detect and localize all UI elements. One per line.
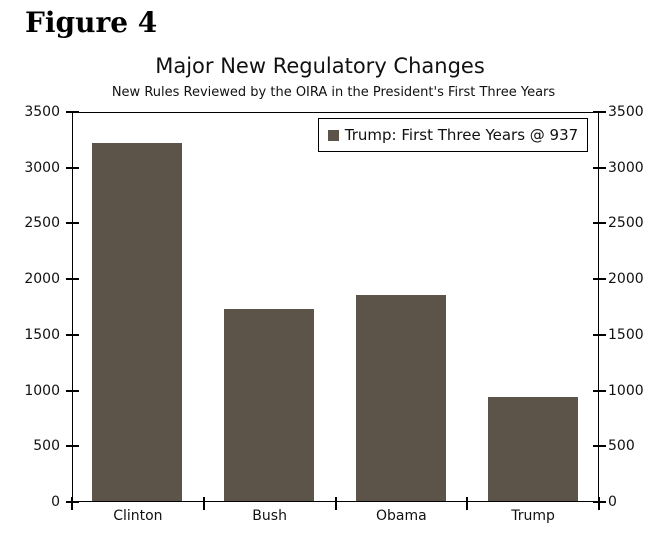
y-tick-right [592,333,606,336]
y-axis-label-right-3500: 3500 [608,104,644,120]
x-tick [598,496,600,510]
chart-subtitle: New Rules Reviewed by the OIRA in the Pr… [111,85,556,100]
x-tick [466,496,469,510]
y-axis-label-left-3500: 3500 [24,104,60,120]
y-axis-label-left-1500: 1500 [24,326,60,343]
y-axis-label-right-2000: 2000 [608,271,644,288]
x-axis-label-trump: Trump [511,508,555,524]
y-tick-right [592,278,606,281]
y-axis-label-left-0: 0 [51,494,60,510]
y-tick-left [66,111,79,113]
y-tick-right [592,111,606,113]
x-tick [202,496,205,510]
y-tick-right [592,222,606,225]
legend-series-marker-icon [327,129,339,141]
y-tick-left [66,333,79,336]
y-axis-label-left-1000: 1000 [24,382,60,399]
bar-trump [487,397,578,501]
figure-label: Figure 4 [25,6,158,39]
y-tick-right [592,445,606,448]
y-axis-label-right-1000: 1000 [608,382,644,399]
y-tick-left [66,222,79,225]
x-axis-label-clinton: Clinton [113,508,163,524]
y-axis-label-left-500: 500 [33,438,60,455]
x-axis-label-obama: Obama [376,508,427,524]
legend-label: Trump: First Three Years @ 937 [344,126,579,144]
x-axis-label-bush: Bush [252,508,287,524]
y-tick-right [592,166,606,169]
y-axis-label-right-1500: 1500 [608,326,644,343]
y-axis-label-right-2500: 2500 [608,215,644,232]
plot-area [72,112,599,502]
legend-box: Trump: First Three Years @ 937 [318,118,588,152]
y-axis-label-right-0: 0 [608,494,617,510]
bar-bush [224,309,315,501]
y-tick-left [66,389,79,392]
y-axis-label-left-3000: 3000 [24,159,60,176]
y-axis-label-right-500: 500 [608,438,635,455]
x-tick [71,496,73,510]
y-axis-label-right-3000: 3000 [608,159,644,176]
y-axis-label-left-2000: 2000 [24,271,60,288]
x-tick [334,496,337,510]
y-tick-right [592,389,606,392]
y-tick-left [66,166,79,169]
y-tick-left [66,445,79,448]
bar-clinton [92,142,183,501]
y-tick-left [66,278,79,281]
y-axis-label-left-2500: 2500 [24,215,60,232]
bar-obama [355,295,446,501]
chart-title: Major New Regulatory Changes [155,54,485,78]
